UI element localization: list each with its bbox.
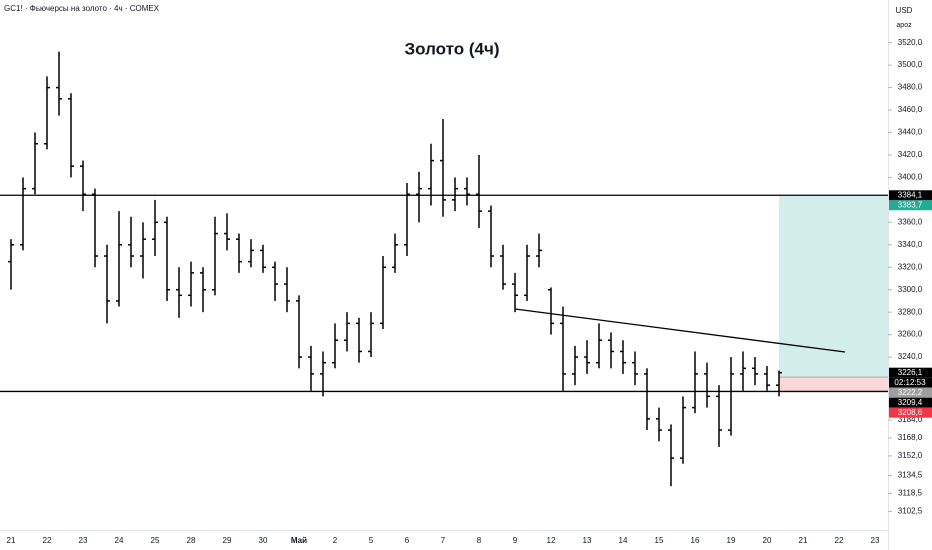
x-tick-label: 21 — [7, 536, 16, 545]
y-tick-label: 3168,0 — [898, 433, 923, 442]
x-tick-label: 28 — [187, 536, 196, 545]
y-tick-label: 3440,0 — [898, 128, 923, 137]
countdown: 02:12:53 — [894, 378, 926, 387]
profit-zone — [779, 195, 888, 378]
x-tick-label: 23 — [871, 536, 880, 545]
price-label: 3226,1 — [898, 368, 923, 377]
y-tick-label: 3300,0 — [898, 285, 923, 294]
y-tick-label: 3360,0 — [898, 217, 923, 226]
y-tick-label: 3280,0 — [898, 307, 923, 316]
price-label-box — [889, 190, 932, 201]
scale-mode: apoz — [896, 22, 912, 29]
y-tick-label: 3320,0 — [898, 262, 923, 271]
price-label: 3222,2 — [898, 388, 923, 397]
y-tick-label: 3500,0 — [898, 60, 923, 69]
x-tick-label: 7 — [441, 536, 446, 545]
price-label-box — [889, 367, 932, 378]
price-label-box — [889, 407, 932, 418]
y-tick-label: 3520,0 — [898, 38, 923, 47]
y-tick-label: 3240,0 — [898, 352, 923, 361]
y-tick-label: 3118,5 — [898, 489, 922, 498]
x-tick-label: Май — [291, 536, 307, 545]
countdown-box — [889, 377, 932, 388]
x-tick-label: 20 — [763, 536, 772, 545]
x-tick-label: 5 — [369, 536, 374, 545]
x-tick-label: 30 — [259, 536, 268, 545]
x-tick-label: 22 — [835, 536, 844, 545]
price-label: 3209,4 — [898, 398, 923, 407]
trendline — [514, 308, 846, 353]
y-tick-label: 3102,5 — [898, 507, 923, 516]
x-tick-label: 22 — [43, 536, 52, 545]
x-tick-label: 24 — [115, 536, 124, 545]
x-tick-label: 8 — [477, 536, 482, 545]
x-tick-label: 9 — [513, 536, 518, 545]
y-tick-label: 3184,0 — [898, 415, 923, 424]
x-tick-label: 14 — [619, 536, 628, 545]
y-tick-label: 3134,5 — [898, 471, 923, 480]
x-tick-label: 2 — [333, 536, 338, 545]
chart-title: Золото (4ч) — [404, 39, 499, 58]
y-tick-label: 3420,0 — [898, 150, 923, 159]
x-tick-label: 19 — [727, 536, 736, 545]
y-tick-label: 3460,0 — [898, 105, 923, 114]
x-tick-label: 16 — [691, 536, 700, 545]
price-label-box — [889, 387, 932, 398]
price-label-box — [889, 397, 932, 408]
x-tick-label: 25 — [151, 536, 160, 545]
price-label: 3384,1 — [898, 190, 923, 199]
symbol-header: GC1! · Фьючерсы на золото · 4ч · COMEX — [4, 4, 160, 13]
y-tick-label: 3152,0 — [898, 451, 923, 460]
x-tick-label: 6 — [405, 536, 410, 545]
x-tick-label: 23 — [79, 536, 88, 545]
price-label: 3208,6 — [898, 408, 923, 417]
y-tick-label: 3260,0 — [898, 330, 923, 339]
x-tick-label: 21 — [799, 536, 808, 545]
y-tick-label: 3340,0 — [898, 240, 923, 249]
y-tick-label: 3480,0 — [898, 83, 923, 92]
price-label: 3383,7 — [898, 200, 923, 209]
x-tick-label: 13 — [583, 536, 592, 545]
x-tick-label: 29 — [223, 536, 232, 545]
currency: USD — [896, 6, 913, 15]
x-tick-label: 15 — [655, 536, 664, 545]
loss-zone — [779, 377, 888, 393]
x-tick-label: 12 — [547, 536, 556, 545]
y-tick-label: 3400,0 — [898, 173, 923, 182]
price-label-box — [889, 200, 932, 211]
